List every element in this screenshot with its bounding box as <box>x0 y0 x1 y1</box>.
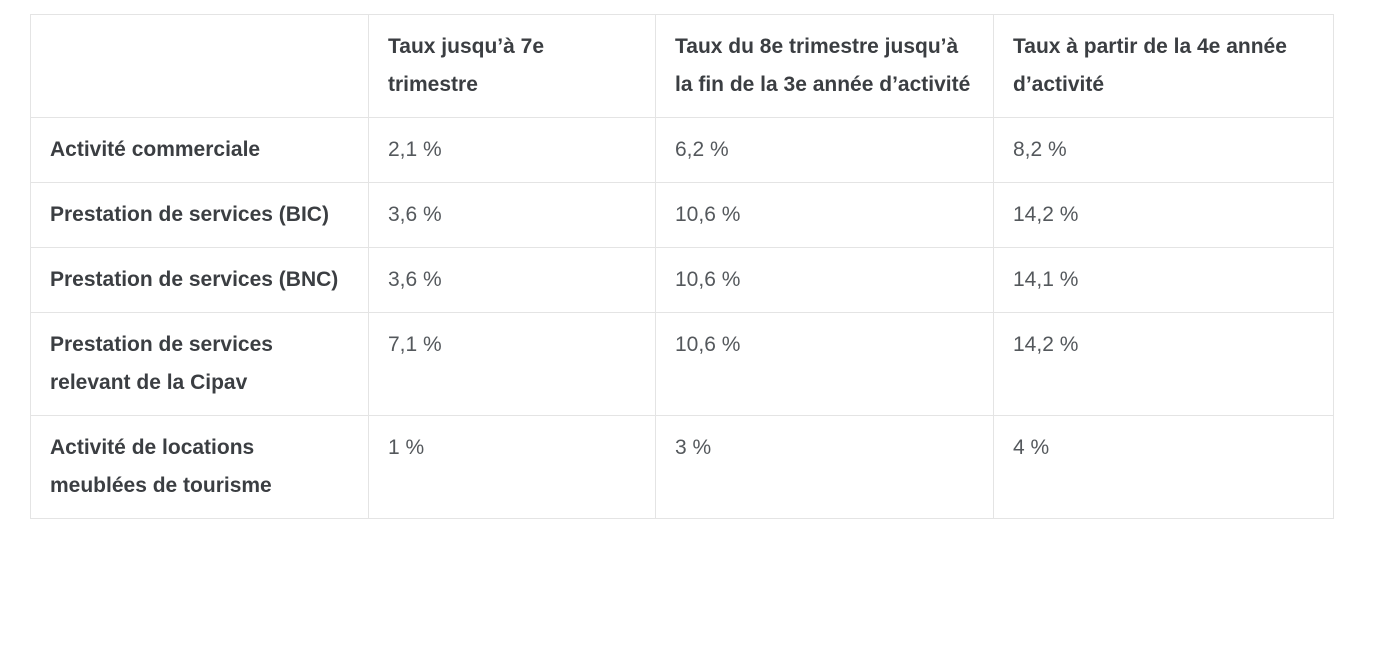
rate-value: 10,6 % <box>655 247 994 313</box>
header-row: Taux jusqu’à 7e trimestre Taux du 8e trim… <box>30 14 1334 118</box>
row-label: Activité commerciale <box>30 117 369 183</box>
table-row: Activité commerciale 2,1 % 6,2 % 8,2 % <box>30 117 1334 183</box>
column-header: Taux à partir de la 4e année d’activité <box>993 14 1334 118</box>
row-label: Prestation de services (BIC) <box>30 182 369 248</box>
rate-value: 3 % <box>655 415 994 519</box>
table-row: Prestation de services (BIC) 3,6 % 10,6 % 1… <box>30 182 1334 248</box>
corner-cell <box>30 14 369 118</box>
rate-value: 2,1 % <box>368 117 656 183</box>
row-label: Activité de locations meublées de touris… <box>30 415 369 519</box>
table-body: Activité commerciale 2,1 % 6,2 % 8,2 % Prest… <box>30 117 1334 519</box>
rates-table-container: Taux jusqu’à 7e trimestre Taux du 8e trim… <box>30 14 1334 519</box>
rate-value: 6,2 % <box>655 117 994 183</box>
table-row: Activité de locations meublées de touris… <box>30 415 1334 519</box>
column-header: Taux jusqu’à 7e trimestre <box>368 14 656 118</box>
rate-value: 3,6 % <box>368 182 656 248</box>
rate-value: 1 % <box>368 415 656 519</box>
table-row: Prestation de services relevant de la Ci… <box>30 312 1334 416</box>
rate-value: 10,6 % <box>655 182 994 248</box>
rate-value: 10,6 % <box>655 312 994 416</box>
table-row: Prestation de services (BNC) 3,6 % 10,6 % 1… <box>30 247 1334 313</box>
rate-value: 7,1 % <box>368 312 656 416</box>
rate-value: 8,2 % <box>993 117 1334 183</box>
rate-value: 14,2 % <box>993 312 1334 416</box>
rates-table: Taux jusqu’à 7e trimestre Taux du 8e trim… <box>30 14 1334 519</box>
rate-value: 3,6 % <box>368 247 656 313</box>
rate-value: 4 % <box>993 415 1334 519</box>
row-label: Prestation de services (BNC) <box>30 247 369 313</box>
rate-value: 14,2 % <box>993 182 1334 248</box>
row-label: Prestation de services relevant de la Ci… <box>30 312 369 416</box>
column-header: Taux du 8e trimestre jusqu’à la fin de l… <box>655 14 994 118</box>
rate-value: 14,1 % <box>993 247 1334 313</box>
